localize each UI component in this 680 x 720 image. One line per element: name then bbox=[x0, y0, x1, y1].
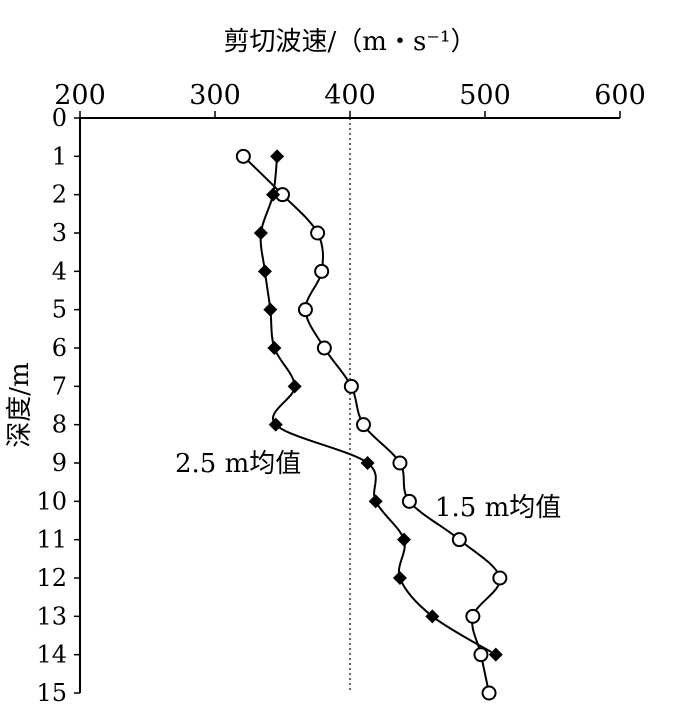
x-tick-label: 400 bbox=[324, 80, 376, 111]
y-tick-label: 8 bbox=[52, 411, 67, 439]
data-point-circle bbox=[343, 378, 359, 394]
data-point-diamond bbox=[397, 532, 411, 547]
y-tick-label: 3 bbox=[52, 219, 67, 247]
plot-area: 200 300 400 500 60001234567891011121314151.5… bbox=[36, 80, 645, 707]
data-point-diamond bbox=[257, 264, 272, 279]
y-axis-title: 深度/m bbox=[5, 362, 35, 447]
data-point-circle bbox=[392, 455, 408, 471]
data-point-diamond bbox=[488, 647, 503, 662]
data-point-diamond bbox=[270, 149, 285, 164]
data-point-circle bbox=[492, 570, 508, 586]
data-point-circle bbox=[314, 263, 330, 279]
y-tick-label: 0 bbox=[52, 104, 67, 132]
data-point-circle bbox=[297, 302, 313, 318]
y-tick-label: 4 bbox=[52, 257, 67, 285]
data-point-diamond bbox=[268, 417, 283, 432]
data-point-circle bbox=[465, 608, 481, 624]
series-label: 2.5 m均值 bbox=[175, 449, 301, 479]
series-label: 1.5 m均值 bbox=[435, 493, 561, 523]
y-tick-label: 15 bbox=[36, 679, 67, 707]
x-tick-label: 200 bbox=[54, 80, 106, 111]
data-point-circle bbox=[356, 417, 371, 433]
series-open-circle: 1.5 m均值 bbox=[235, 148, 561, 701]
y-tick-label: 12 bbox=[36, 564, 67, 592]
data-point-diamond bbox=[392, 571, 407, 585]
data-point-diamond bbox=[253, 226, 268, 240]
data-point-circle bbox=[451, 532, 467, 548]
data-point-diamond bbox=[287, 379, 302, 394]
y-tick-label: 6 bbox=[52, 334, 67, 362]
y-tick-label: 13 bbox=[36, 602, 67, 630]
y-tick-label: 2 bbox=[52, 181, 67, 209]
series-line bbox=[259, 156, 497, 656]
y-tick-label: 9 bbox=[52, 449, 67, 477]
data-point-diamond bbox=[267, 341, 282, 355]
x-axis-title: 剪切波速/（m・s⁻¹） bbox=[224, 27, 477, 57]
y-tick-label: 5 bbox=[52, 296, 67, 324]
x-tick-label: 600 bbox=[594, 80, 646, 111]
data-point-diamond bbox=[266, 187, 281, 202]
data-point-circle bbox=[481, 685, 497, 701]
x-tick-label: 500 bbox=[459, 80, 511, 111]
y-tick-label: 7 bbox=[52, 372, 67, 400]
data-point-circle bbox=[401, 493, 417, 509]
data-point-circle bbox=[310, 225, 326, 241]
y-tick-label: 11 bbox=[36, 526, 67, 554]
data-point-circle bbox=[473, 647, 489, 663]
y-tick-label: 14 bbox=[36, 641, 67, 669]
series-filled-diamond: 2.5 m均值 bbox=[175, 149, 503, 662]
y-tick-label: 10 bbox=[36, 487, 67, 515]
x-tick-label: 300 bbox=[189, 80, 241, 111]
y-tick-label: 1 bbox=[52, 142, 67, 170]
data-point-circle bbox=[316, 340, 332, 356]
data-point-diamond bbox=[368, 494, 383, 509]
data-point-circle bbox=[235, 148, 251, 164]
data-point-diamond bbox=[263, 302, 278, 317]
data-point-diamond bbox=[425, 609, 440, 624]
data-point-diamond bbox=[360, 456, 375, 470]
